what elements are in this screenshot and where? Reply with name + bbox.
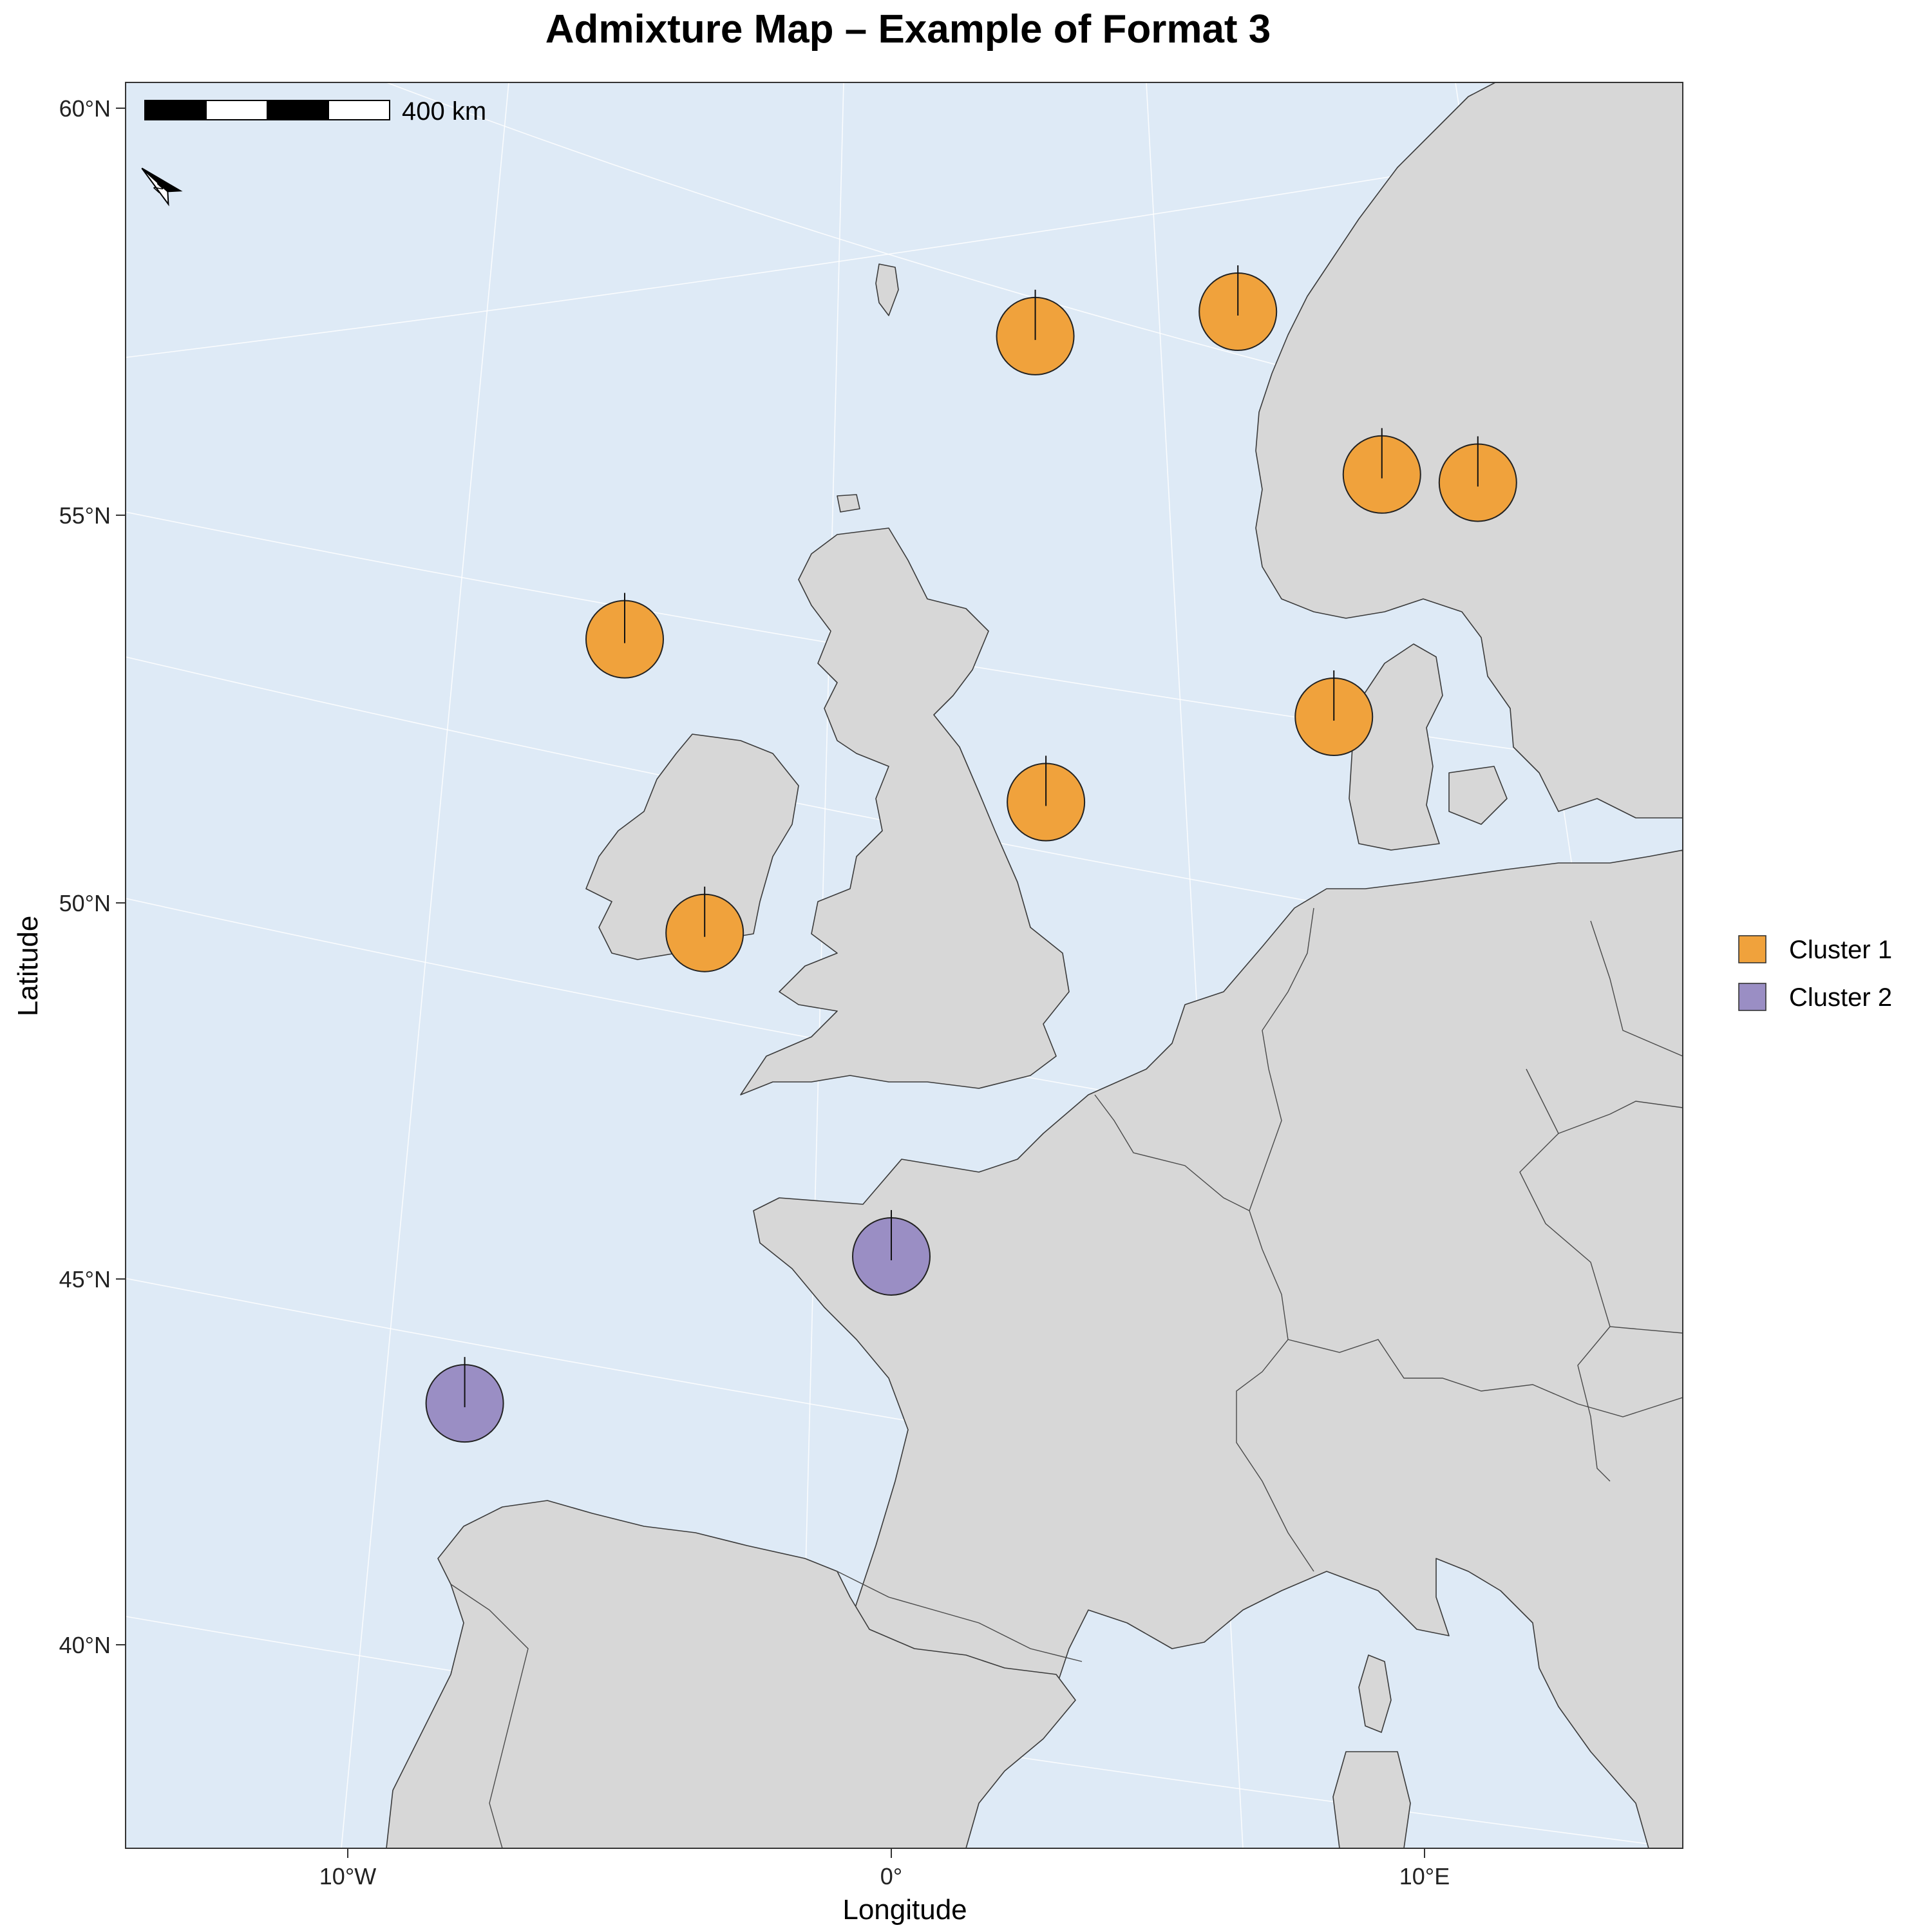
great-britain-land (740, 527, 1070, 1095)
legend: Cluster 1 Cluster 2 (1738, 935, 1892, 1012)
lat-tick-50: 50°N (59, 890, 111, 916)
panel-border (125, 82, 1683, 1849)
site-pie-3 (1342, 428, 1421, 514)
admixture-sites-layer (425, 265, 1517, 1443)
site-pie-9 (852, 1209, 931, 1296)
site-pie-1 (996, 289, 1075, 375)
legend-swatch-cluster-2 (1738, 983, 1766, 1011)
map-panel (125, 82, 1683, 1849)
danish-islands (1448, 766, 1508, 825)
continental-europe-land (753, 849, 1683, 1848)
corsica-island (1358, 1654, 1392, 1733)
shetland-island (875, 263, 899, 316)
site-pie-10 (425, 1357, 504, 1443)
country-borders (450, 907, 1683, 1848)
lon-tick-10w: 10°W (319, 1863, 376, 1889)
y-axis: 60°N 55°N 50°N 45°N 40°N Latitude (12, 95, 126, 1658)
legend-label-cluster-2: Cluster 2 (1789, 983, 1892, 1012)
lat-tick-40: 40°N (59, 1632, 111, 1658)
landmass-layer (386, 82, 1683, 1848)
site-pie-6 (1294, 670, 1374, 757)
map-title: Admixture Map – Example of Format 3 (545, 7, 1271, 52)
x-axis-title: Longitude (842, 1894, 967, 1926)
site-pie-2 (1198, 265, 1278, 351)
site-pie-8 (665, 886, 744, 972)
lat-tick-60: 60°N (59, 95, 111, 122)
lat-tick-55: 55°N (59, 502, 111, 529)
lon-tick-0: 0° (880, 1863, 902, 1889)
site-pie-7 (1007, 755, 1086, 842)
iberia-land (386, 1500, 1076, 1848)
lat-tick-45: 45°N (59, 1266, 111, 1293)
lon-tick-10e: 10°E (1399, 1863, 1450, 1889)
sardinia-island (1332, 1751, 1411, 1848)
scale-bar-label: 400 km (402, 97, 486, 126)
x-axis: 10°W 0° 10°E Longitude (319, 1848, 1450, 1926)
y-axis-title: Latitude (12, 916, 44, 1017)
orkney-island (837, 494, 860, 513)
legend-swatch-cluster-1 (1738, 935, 1766, 963)
site-pie-5 (585, 592, 664, 679)
site-pie-4 (1438, 436, 1517, 522)
scale-bar: 400 km (144, 97, 486, 126)
ireland-land (585, 734, 799, 960)
legend-label-cluster-1: Cluster 1 (1789, 936, 1892, 964)
